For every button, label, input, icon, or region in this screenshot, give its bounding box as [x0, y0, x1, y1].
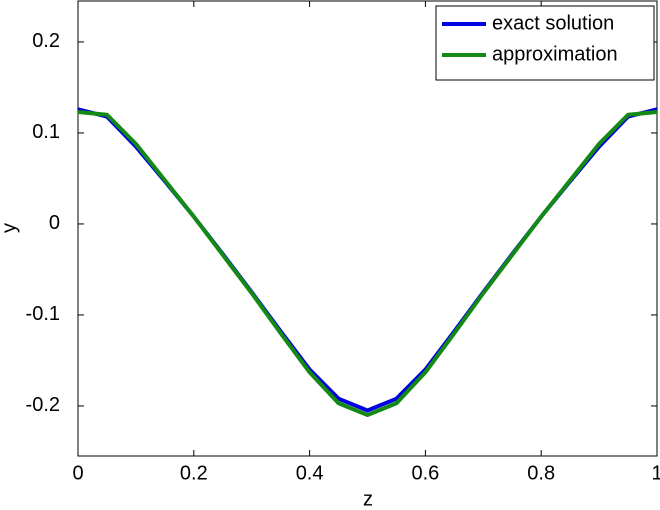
legend-label: approximation	[492, 43, 618, 65]
y-axis-label: y	[0, 223, 20, 233]
legend-box	[435, 5, 655, 81]
y-tick-label: -0.2	[26, 394, 60, 416]
x-tick-label: 0.8	[527, 462, 555, 484]
x-tick-label: 0.6	[411, 462, 439, 484]
x-tick-label: 1	[651, 462, 660, 484]
x-tick-label: 0.4	[296, 462, 324, 484]
y-tick-label: 0.2	[32, 30, 60, 52]
y-tick-label: 0.1	[32, 121, 60, 143]
data-line	[77, 110, 658, 418]
x-axis-label: z	[363, 488, 373, 510]
y-tick-label: -0.1	[26, 303, 60, 325]
legend-label: exact solution	[492, 12, 614, 34]
x-tick-label: 0	[72, 462, 83, 484]
x-tick-label: 0.2	[180, 462, 208, 484]
y-tick-label: 0	[49, 212, 60, 234]
